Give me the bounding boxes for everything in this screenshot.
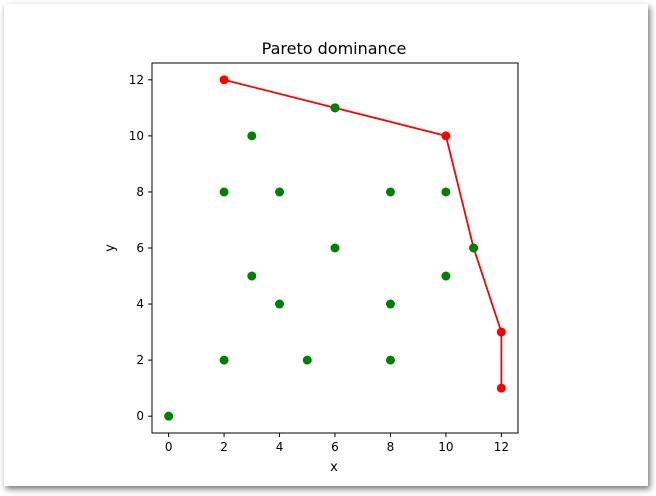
y-tick-label: 10 [129, 129, 144, 143]
scatter-point-on-front [469, 243, 479, 253]
x-tick-label: 2 [220, 440, 228, 454]
scatter-point [247, 131, 257, 141]
y-axis-ticks: 0 2 4 6 8 10 12 [129, 73, 152, 423]
scatter-point [275, 299, 285, 309]
scatter-point [385, 355, 395, 365]
scatter-point [385, 299, 395, 309]
x-tick-label: 12 [494, 440, 509, 454]
x-tick-label: 0 [165, 440, 173, 454]
chart-title: Pareto dominance [262, 39, 407, 58]
scatter-point [385, 187, 395, 197]
scatter-point [441, 187, 451, 197]
scatter-point [441, 271, 451, 281]
y-tick-label: 12 [129, 73, 144, 87]
x-tick-label: 10 [438, 440, 453, 454]
y-tick-label: 4 [136, 297, 144, 311]
pareto-front-point [441, 131, 451, 141]
x-axis-label: x [330, 460, 338, 475]
y-axis-label: y [103, 244, 118, 252]
scatter-point-on-front [330, 103, 340, 113]
scatter-point [219, 355, 229, 365]
pareto-front-point [496, 383, 506, 393]
x-tick-label: 6 [331, 440, 339, 454]
x-tick-label: 4 [276, 440, 284, 454]
y-tick-label: 2 [136, 353, 144, 367]
pareto-front-point [219, 75, 229, 85]
pareto-chart: Pareto dominance 0 2 4 6 8 10 12 0 2 4 6 8 10 12 x y [103, 39, 519, 475]
y-tick-label: 8 [136, 185, 144, 199]
pareto-front-point [496, 327, 506, 337]
x-axis-ticks: 0 2 4 6 8 10 12 [165, 433, 509, 454]
scatter-point [275, 187, 285, 197]
scatter-point [219, 187, 229, 197]
figure-window: Pareto dominance 0 2 4 6 8 10 12 0 2 4 6 8 10 12 x y [4, 4, 648, 486]
pareto-front-line [223, 78, 503, 389]
x-tick-label: 8 [387, 440, 395, 454]
y-tick-label: 0 [136, 409, 144, 423]
scatter-point [330, 243, 340, 253]
scatter-point [247, 271, 257, 281]
scatter-point [164, 411, 174, 421]
y-tick-label: 6 [136, 241, 144, 255]
scatter-point [302, 355, 312, 365]
data-marks [164, 75, 506, 421]
